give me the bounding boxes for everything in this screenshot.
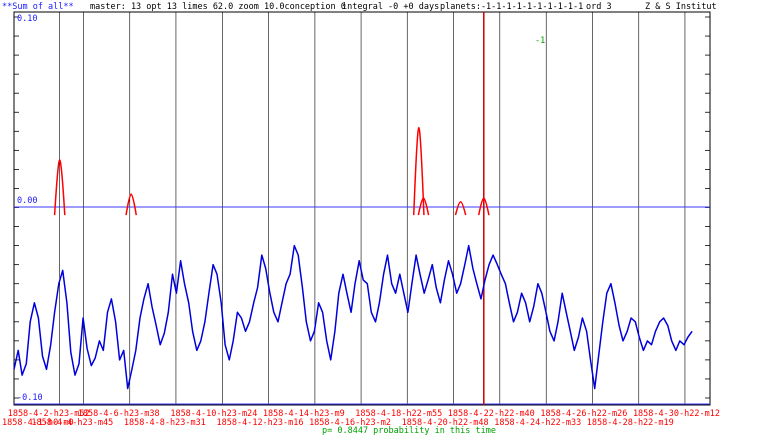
peak-mark — [53, 159, 66, 216]
y-label-bottom: -0.10 — [17, 393, 43, 403]
series-line — [13, 126, 693, 390]
x-tick-label: 1858-4-16-h23-m2 — [309, 418, 391, 428]
peak-mark — [125, 193, 138, 216]
x-axis-labels: 1858-4-1-h0-m01858-4-2-h23-m521858-4-4-h… — [2, 409, 720, 428]
y-label-top: 0.10 — [17, 14, 37, 24]
peak-mark — [477, 197, 490, 216]
x-tick-label: 1858-4-8-h23-m31 — [124, 418, 206, 428]
peak-mark — [412, 126, 425, 216]
x-tick-label: 1858-4-24-h22-m33 — [494, 418, 581, 428]
x-tick-label: 1858-4-2-h23-m52 — [8, 409, 90, 419]
header-institute: Z & S Institut — [645, 2, 717, 12]
marker-label: -1 — [535, 36, 545, 46]
header-planets: planets:-1-1-1-1-1-1-1-1-1-1 — [440, 2, 583, 12]
x-tick-label: 1858-4-6-h23-m38 — [78, 409, 160, 419]
header-title: **Sum of all** — [2, 2, 74, 12]
x-tick-label: 1858-4-22-h22-m40 — [448, 409, 535, 419]
x-tick-label: 1858-4-26-h22-m26 — [540, 409, 627, 419]
x-tick-label: 1858-4-4-h23-m45 — [31, 418, 113, 428]
x-tick-label: 1858-4-14-h23-m9 — [263, 409, 345, 419]
y-label-zero: 0.00 — [17, 196, 37, 206]
y-axis-ticks — [14, 16, 710, 399]
x-tick-label: 1858-4-20-h22-m48 — [402, 418, 489, 428]
x-tick-label: 1858-4-12-h23-m16 — [217, 418, 304, 428]
peak-mark — [454, 201, 467, 216]
x-tick-label: 1858-4-30-h22-m12 — [633, 409, 720, 419]
grid — [59, 12, 686, 405]
x-tick-label: 1858-4-28-h22-m19 — [587, 418, 674, 428]
x-tick-label: 1858-4-18-h22-m55 — [355, 409, 442, 419]
series-path — [13, 244, 693, 390]
peak-mark — [417, 197, 430, 216]
probability-text: p= 0.8447 probability in this time — [322, 426, 496, 436]
header-ord: ord 3 — [586, 2, 612, 12]
header-integral: integral -0 +0 days — [342, 2, 439, 12]
x-tick-label: 1858-4-10-h23-m24 — [170, 409, 257, 419]
header-master: master: 13 opt 13 limes 62.0 zoom 10.0co… — [90, 2, 346, 12]
x-tick-label: 1858-4-1-h0-m0 — [2, 418, 74, 428]
